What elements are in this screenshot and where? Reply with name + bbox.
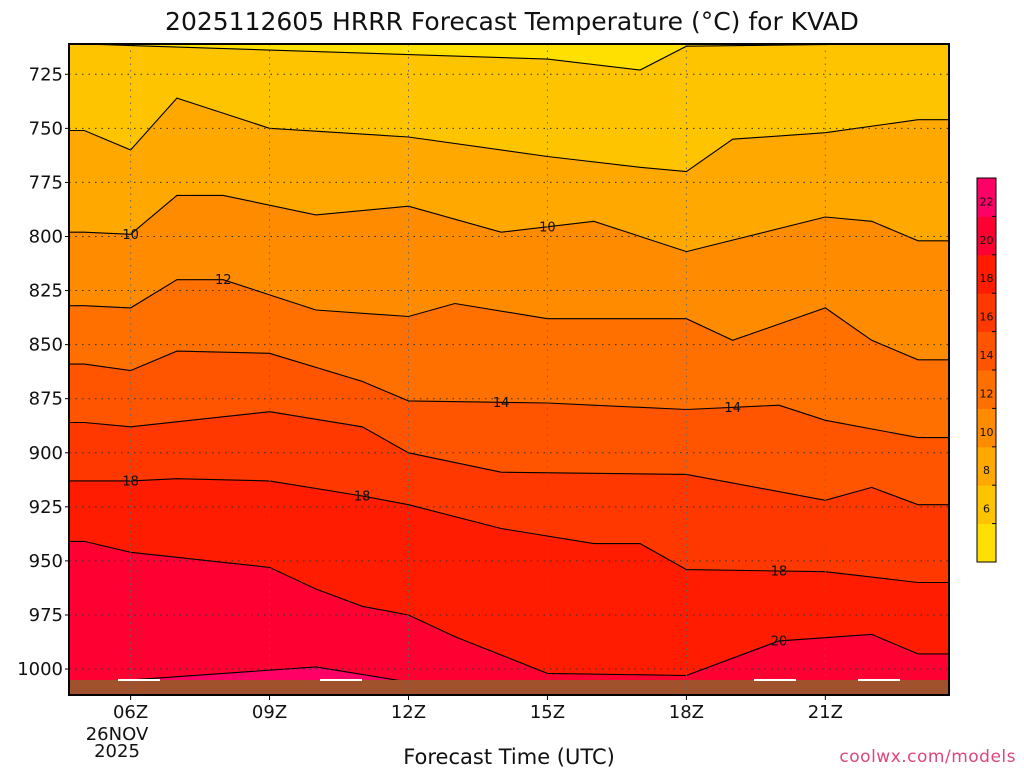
ground-surface xyxy=(69,680,949,695)
y-tick-label: 850 xyxy=(29,335,63,356)
ground-marks xyxy=(118,679,900,681)
colorbar-tick-label: 22 xyxy=(980,195,994,208)
contour-label: 10 xyxy=(539,220,556,235)
grid-lines xyxy=(69,44,949,695)
colorbar-swatch xyxy=(977,216,996,256)
colorbar-swatch xyxy=(977,408,996,448)
contour-label: 10 xyxy=(122,228,139,243)
colorbar-swatch xyxy=(977,254,996,294)
x-tick-label: 18Z xyxy=(669,702,704,723)
colorbar-tick-label: 12 xyxy=(980,387,994,400)
contour-label: 20 xyxy=(771,634,788,649)
ground-mark xyxy=(754,679,796,681)
contour-line xyxy=(69,478,949,584)
contour-label: 18 xyxy=(122,474,139,489)
contour-line xyxy=(69,44,949,71)
colorbar-swatch xyxy=(977,178,996,217)
y-axis: 725 750 775 800 825 850 875 900 925 950 975 1000 xyxy=(17,64,69,680)
x-date-line: 2025 xyxy=(94,741,140,762)
chart-title: 2025112605 HRRR Forecast Temperature (°C… xyxy=(165,7,859,36)
contour-label: 18 xyxy=(354,490,371,505)
x-axis: 06Z 09Z 12Z 15Z 18Z 21Z xyxy=(113,695,843,723)
contour-label: 12 xyxy=(215,273,232,288)
contour-label: 18 xyxy=(771,565,788,580)
colorbar-tick-label: 6 xyxy=(983,503,990,516)
ground-mark xyxy=(858,679,900,681)
plot-frame xyxy=(68,43,950,696)
colorbar-tick-label: 14 xyxy=(980,349,994,362)
x-axis-label: Forecast Time (UTC) xyxy=(403,745,615,768)
y-tick-label: 975 xyxy=(29,605,63,626)
y-tick-label: 825 xyxy=(29,281,63,302)
contour-line xyxy=(69,540,949,677)
y-tick-label: 800 xyxy=(29,226,63,247)
credit-text: coolwx.com/models xyxy=(839,747,1016,767)
contour-line xyxy=(69,97,949,173)
contour-label: 14 xyxy=(493,396,510,411)
y-tick-label: 1000 xyxy=(17,659,63,680)
colorbar-tick-label: 8 xyxy=(983,464,990,477)
x-tick-label: 15Z xyxy=(530,702,565,723)
y-tick-label: 775 xyxy=(29,172,63,193)
colorbar-swatch xyxy=(977,485,996,525)
contour-label: 14 xyxy=(724,401,741,416)
y-tick-label: 875 xyxy=(29,389,63,410)
colorbar-swatch xyxy=(977,370,996,409)
y-tick-label: 925 xyxy=(29,497,63,518)
y-tick-label: 950 xyxy=(29,551,63,572)
colorbar-swatch xyxy=(977,293,996,333)
contour-line xyxy=(69,279,949,361)
y-tick-label: 725 xyxy=(29,64,63,85)
band-fill xyxy=(69,541,949,695)
contour-labels: 10 10 12 14 14 18 18 18 20 xyxy=(122,220,787,649)
y-tick-label: 900 xyxy=(29,443,63,464)
y-tick-label: 750 xyxy=(29,118,63,139)
colorbar-tick-label: 10 xyxy=(980,426,994,439)
ground-mark xyxy=(118,679,160,681)
x-tick-label: 06Z xyxy=(113,702,148,723)
temperature-bands xyxy=(69,44,949,695)
colorbar-tick-label: 20 xyxy=(980,234,994,247)
ground-mark xyxy=(320,679,362,681)
x-tick-label: 21Z xyxy=(808,702,843,723)
colorbar-swatch xyxy=(977,523,996,563)
x-tick-label: 12Z xyxy=(391,702,426,723)
contour-line xyxy=(69,350,949,439)
colorbar-tick-label: 16 xyxy=(980,311,994,324)
contour-line xyxy=(69,411,949,506)
contour-line xyxy=(69,194,949,253)
colorbar-swatch xyxy=(977,331,996,371)
colorbar-swatch xyxy=(977,446,996,486)
x-tick-label: 09Z xyxy=(252,702,287,723)
x-date-line: 26NOV xyxy=(86,724,149,745)
colorbar-tick-label: 18 xyxy=(980,272,994,285)
colorbar: 6 8 10 12 14 16 18 20 22 xyxy=(976,177,997,563)
